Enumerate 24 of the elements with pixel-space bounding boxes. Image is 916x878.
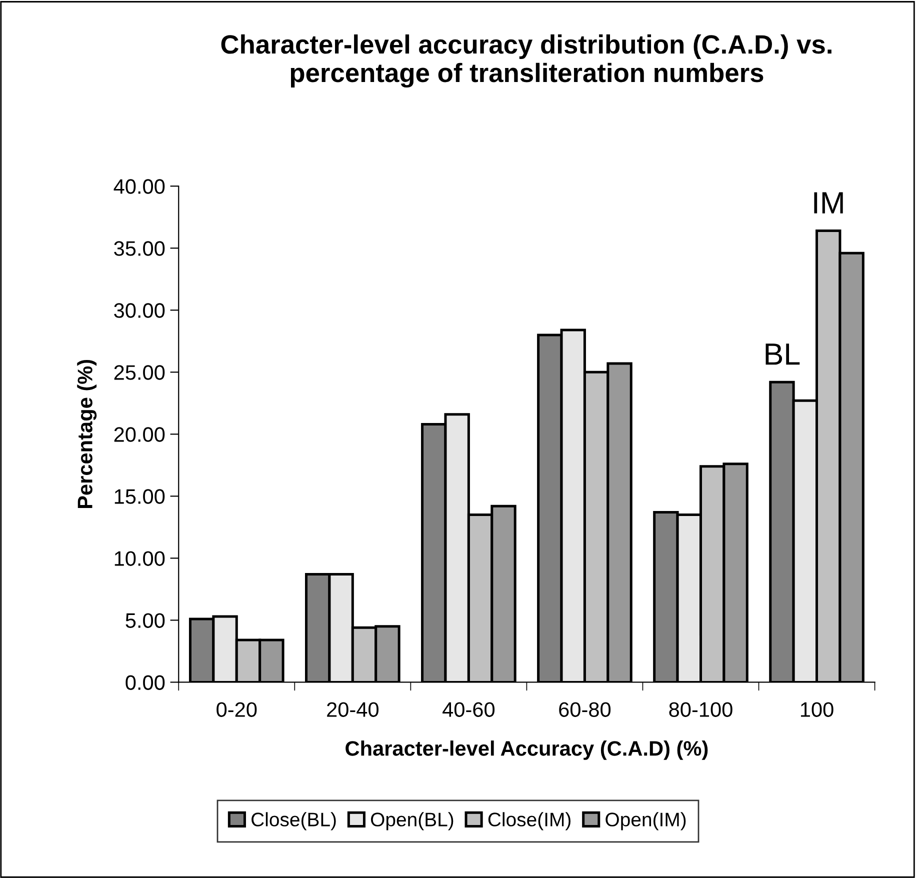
x-axis-title: Character-level Accuracy (C.A.D) (%) xyxy=(346,740,708,760)
y-tick-label: 15.00 xyxy=(114,489,165,504)
y-tick-label: 0.00 xyxy=(126,675,165,690)
y-tick-label: 5.00 xyxy=(126,613,165,628)
x-tick-label: 60-80 xyxy=(559,702,611,717)
x-tick-label: 40-60 xyxy=(442,702,495,717)
y-tick-label: 35.00 xyxy=(114,241,165,256)
y-tick-label: 20.00 xyxy=(114,427,165,442)
chart-title: Character-level accuracy distribution (C.A.D.) vs. percentage of transliteration numbers xyxy=(221,34,832,88)
legend-label: Close(IM) xyxy=(488,812,570,830)
legend-label: Close(BL) xyxy=(252,812,336,830)
annotation: IM xyxy=(814,192,843,214)
y-tick-label: 40.00 xyxy=(114,179,165,194)
annotation: BL xyxy=(766,344,800,365)
y-axis-title: Percentage (%) xyxy=(77,360,97,508)
x-tick-label: 20-40 xyxy=(327,702,378,717)
y-tick-label: 30.00 xyxy=(114,303,165,318)
y-tick-label: 25.00 xyxy=(114,365,165,380)
legend-label: Open(IM) xyxy=(606,812,686,830)
legend-label: Open(BL) xyxy=(370,812,454,830)
x-tick-label: 80-100 xyxy=(669,702,732,717)
y-tick-label: 10.00 xyxy=(114,551,165,566)
x-tick-label: 0-20 xyxy=(216,702,257,717)
x-tick-label: 100 xyxy=(800,702,834,717)
